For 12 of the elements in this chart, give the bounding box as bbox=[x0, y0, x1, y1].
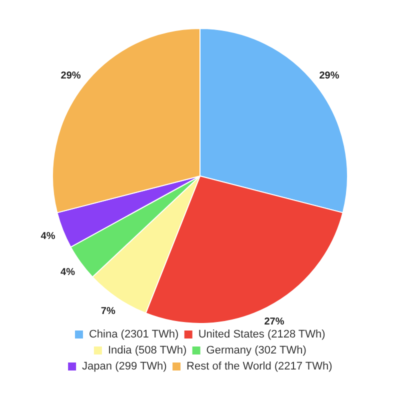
data-label: 4% bbox=[40, 230, 56, 242]
data-label: 29% bbox=[60, 70, 81, 82]
legend-label: China (2301 TWh) bbox=[88, 328, 179, 341]
data-label: 27% bbox=[264, 316, 284, 328]
legend-label: Japan (299 TWh) bbox=[82, 360, 167, 373]
legend-label: Rest of the World (2217 TWh) bbox=[186, 360, 332, 373]
legend-label: India (508 TWh) bbox=[108, 344, 187, 357]
legend-label: United States (2128 TWh) bbox=[198, 328, 326, 341]
legend-label: Germany (302 TWh) bbox=[206, 344, 306, 357]
data-label: 4% bbox=[60, 266, 76, 278]
data-label: 7% bbox=[100, 306, 116, 317]
data-label: 29% bbox=[319, 70, 340, 82]
